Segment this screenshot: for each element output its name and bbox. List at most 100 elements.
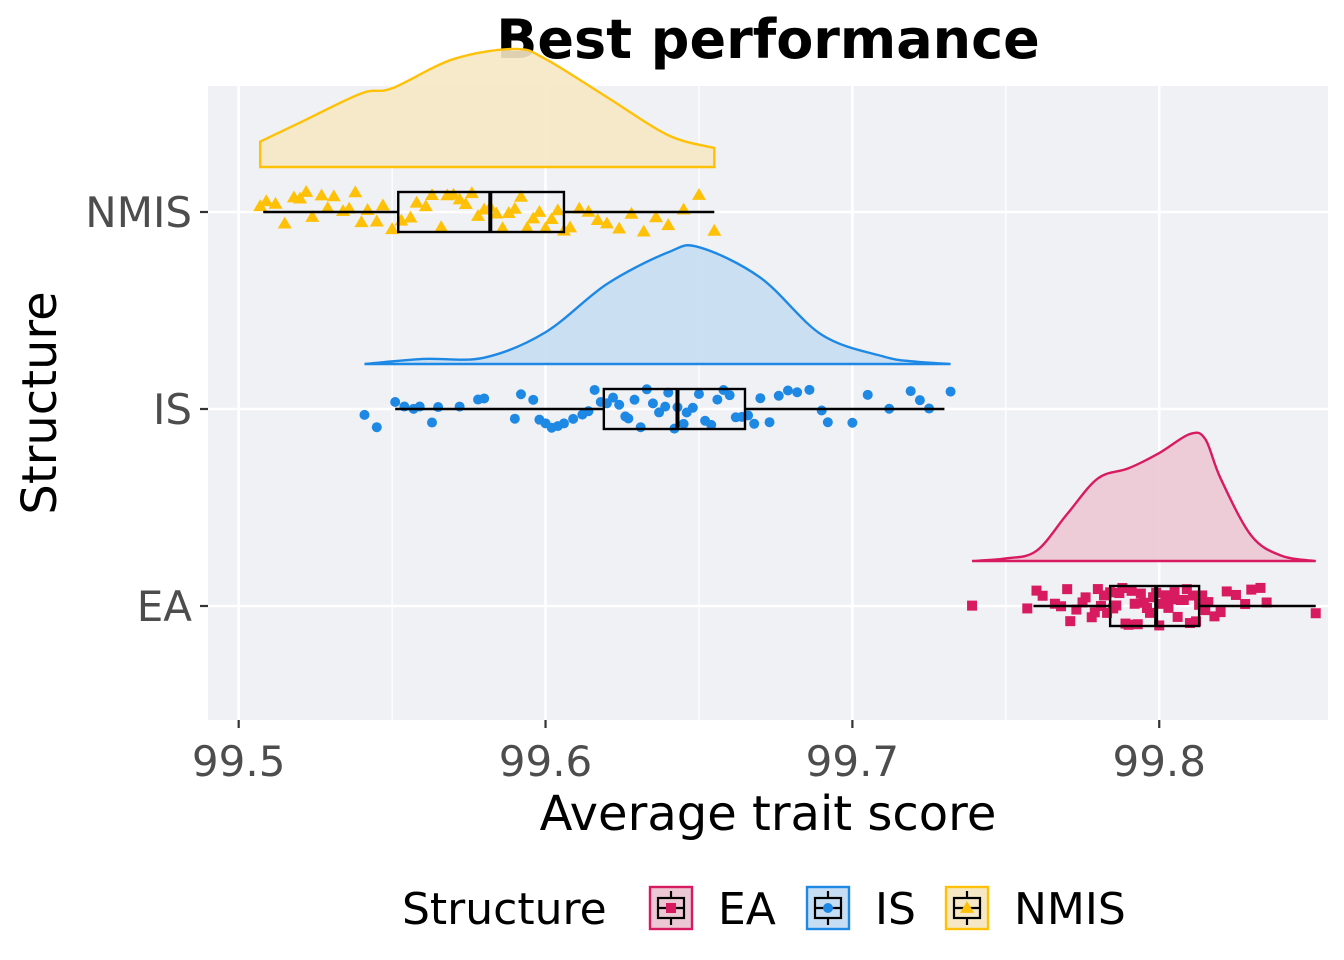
data-point — [1080, 592, 1091, 603]
data-point — [712, 394, 723, 405]
series-nmis — [253, 47, 722, 237]
data-point — [1215, 607, 1226, 618]
data-point — [678, 418, 689, 429]
y-tick-label: NMIS — [85, 188, 192, 237]
data-point — [544, 212, 559, 225]
data-point — [816, 405, 827, 416]
points-nmis — [253, 185, 722, 237]
data-point — [804, 384, 815, 395]
data-point — [348, 185, 363, 198]
legend-key-ea — [648, 885, 694, 931]
data-point — [1221, 586, 1232, 597]
data-point — [1129, 598, 1140, 609]
points-is — [359, 384, 956, 434]
box-iqr — [602, 387, 747, 431]
data-point — [724, 390, 735, 401]
data-point — [914, 395, 925, 406]
data-point — [782, 385, 793, 396]
data-point — [526, 211, 541, 224]
data-point — [1178, 595, 1189, 606]
data-point — [583, 406, 594, 417]
data-point — [847, 417, 858, 428]
data-point — [792, 387, 803, 398]
data-point — [589, 384, 600, 395]
data-point — [823, 903, 833, 913]
data-point — [385, 222, 400, 235]
legend-label-ea: EA — [718, 884, 776, 935]
y-tick-label: EA — [137, 582, 193, 631]
data-point — [495, 221, 510, 234]
data-point — [538, 221, 553, 234]
data-point — [375, 198, 390, 211]
data-point — [305, 209, 320, 222]
data-point — [532, 204, 547, 217]
data-point — [427, 417, 437, 428]
y-axis-title: Structure — [12, 291, 68, 514]
data-point — [1077, 597, 1088, 608]
data-point — [635, 422, 646, 433]
data-point — [822, 417, 833, 428]
data-point — [354, 215, 369, 228]
data-point — [299, 185, 314, 197]
data-point — [945, 386, 956, 397]
y-axis: EA IS NMIS — [85, 188, 208, 631]
data-point — [967, 600, 978, 611]
legend: Structure EA IS NMIS — [402, 884, 1126, 935]
data-point — [1031, 585, 1042, 596]
data-point — [693, 389, 704, 400]
data-point — [691, 188, 706, 200]
data-point — [612, 221, 627, 234]
data-point — [314, 188, 329, 201]
data-point — [1157, 598, 1168, 609]
data-point — [1169, 587, 1180, 598]
density-cloud-ea — [971, 431, 1316, 563]
data-point — [520, 220, 535, 233]
data-point — [550, 203, 565, 216]
data-point — [707, 223, 722, 236]
data-point — [666, 903, 676, 913]
data-point — [1117, 583, 1128, 594]
data-point — [572, 201, 587, 214]
series-is — [359, 244, 956, 434]
legend-key-nmis — [944, 885, 990, 931]
data-point — [1181, 584, 1192, 595]
data-point — [1163, 602, 1174, 613]
data-point — [1255, 582, 1266, 593]
data-point — [862, 389, 873, 400]
data-point — [687, 402, 698, 413]
data-point — [1022, 603, 1033, 614]
data-point — [1138, 597, 1149, 608]
data-point — [1200, 605, 1211, 616]
x-axis: 99.5 99.6 99.7 99.8 — [192, 720, 1206, 786]
data-point — [599, 216, 614, 229]
data-point — [629, 394, 640, 405]
data-point — [515, 389, 526, 400]
data-point — [1310, 608, 1321, 619]
legend-label-nmis: NMIS — [1014, 884, 1126, 935]
data-point — [1172, 611, 1183, 622]
data-point — [403, 210, 418, 223]
data-point — [479, 393, 490, 404]
data-point — [568, 413, 579, 424]
data-point — [1191, 616, 1202, 627]
data-point — [563, 220, 578, 233]
density-cloud-is — [364, 244, 951, 366]
data-point — [471, 209, 486, 221]
data-point — [359, 409, 370, 420]
data-point — [1089, 607, 1100, 618]
x-tick-label: 99.5 — [192, 737, 286, 786]
data-point — [1062, 584, 1073, 595]
data-point — [755, 393, 766, 404]
data-point — [623, 413, 634, 424]
legend-label-is: IS — [875, 884, 916, 935]
data-point — [425, 188, 439, 200]
data-point — [1187, 590, 1198, 601]
data-point — [342, 201, 357, 214]
data-point — [660, 401, 671, 412]
data-point — [1246, 584, 1257, 595]
data-point — [706, 419, 717, 430]
data-point — [371, 422, 382, 433]
data-point — [1240, 599, 1251, 610]
data-point — [1166, 594, 1177, 605]
